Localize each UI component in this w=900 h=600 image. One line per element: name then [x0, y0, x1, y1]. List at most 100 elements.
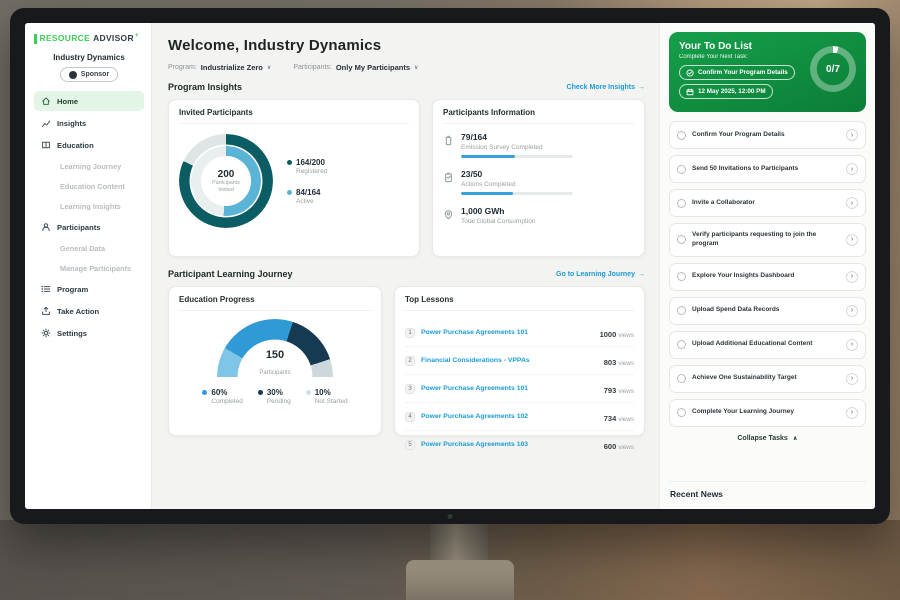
lesson-link[interactable]: Power Purchase Agreements 101 [421, 329, 529, 336]
task-checkbox[interactable] [677, 272, 686, 282]
check-circle-icon [686, 68, 694, 77]
gauge-center: 150 Participants [217, 350, 333, 379]
section-title: Participant Learning Journey [168, 269, 293, 279]
sidebar-item-education-content[interactable]: Education Content [34, 177, 144, 195]
sidebar-item-take-action[interactable]: Take Action [34, 301, 144, 321]
monitor-logo-dot [447, 514, 453, 519]
lesson-link[interactable]: Power Purchase Agreements 101 [421, 385, 529, 392]
chevron-right-icon[interactable]: › [846, 129, 858, 141]
progress-ring-arc [810, 46, 856, 92]
lesson-rank: 3 [405, 383, 415, 394]
lesson-link[interactable]: Power Purchase Agreements 103 [421, 441, 529, 448]
card-title: Participants Information [443, 108, 634, 124]
sidebar-item-label: Education Content [60, 181, 125, 191]
sidebar-item-label: Take Action [57, 306, 100, 316]
task-item[interactable]: Complete Your Learning Journey › [669, 398, 866, 427]
top-lessons-card: Top Lessons 1 Power Purchase Agreements … [394, 286, 645, 451]
donut-center-value: 200 [217, 168, 235, 180]
collapse-tasks-button[interactable]: Collapse Tasks ∧ [669, 433, 866, 449]
sidebar-item-label: Program [57, 284, 89, 294]
task-item[interactable]: Achieve One Sustainability Target › [669, 364, 866, 393]
next-task-pill[interactable]: Confirm Your Program Details [679, 65, 795, 80]
card-title: Invited Participants [179, 108, 409, 124]
lesson-views: 793 views [603, 385, 634, 395]
todo-panel: Your To Do List Complete Your Next Task:… [659, 23, 875, 509]
task-item[interactable]: Invite a Collaborator › [669, 189, 866, 217]
legend-label: Pending [266, 398, 291, 405]
sidebar-item-learning-journey[interactable]: Learning Journey [34, 157, 144, 175]
stat-value: 23/50 [461, 169, 483, 179]
stat-label: Total Global Consumption [461, 218, 536, 225]
legend-item: 164/200 Registered [287, 158, 327, 175]
program-insights-section-header: Program Insights Check More Insights → [168, 82, 645, 92]
filter-bar: Program: Industrialize Zero ∨ Participan… [168, 63, 645, 72]
task-checkbox[interactable] [677, 235, 686, 245]
collapse-label: Collapse Tasks [737, 434, 788, 442]
chevron-right-icon[interactable]: › [846, 233, 858, 246]
sidebar-item-manage-participants[interactable]: Manage Participants [34, 259, 144, 277]
stat-global-consumption: 1,000 GWh Total Global Consumption [443, 206, 634, 229]
sidebar-item-education[interactable]: Education [34, 135, 144, 155]
legend-dot-active [287, 189, 292, 195]
sidebar-item-general-data[interactable]: General Data [34, 239, 144, 257]
donut-legend: 164/200 Registered 84/164 Active [287, 158, 327, 205]
go-to-learning-journey-link[interactable]: Go to Learning Journey → [556, 271, 645, 278]
sidebar-item-program[interactable]: Program [34, 279, 144, 299]
task-checkbox[interactable] [677, 340, 686, 350]
main-content: Welcome, Industry Dynamics Program: Indu… [152, 23, 659, 509]
lesson-link[interactable]: Financial Considerations - VPPAs [421, 357, 530, 364]
battery-icon [443, 133, 454, 146]
chevron-right-icon[interactable]: › [846, 304, 858, 317]
todo-subtitle: Complete Your Next Task: [679, 54, 748, 60]
legend-label: Active [296, 197, 314, 205]
task-checkbox[interactable] [677, 374, 686, 384]
chevron-right-icon[interactable]: › [846, 163, 858, 175]
stat-label: Actions Completed [461, 181, 516, 188]
due-date-pill: 12 May 2025, 12:00 PM [679, 84, 773, 99]
chevron-up-icon: ∧ [792, 435, 798, 442]
legend-item: 60% Completed [202, 388, 243, 405]
sidebar-item-home[interactable]: Home [34, 91, 144, 111]
task-list: Confirm Your Program Details › Send 50 I… [669, 121, 866, 433]
task-label: Invite a Collaborator [692, 198, 755, 206]
location-pin-icon [443, 207, 454, 220]
chevron-right-icon[interactable]: › [846, 338, 858, 351]
legend-dot-registered [287, 159, 292, 165]
task-item[interactable]: Upload Spend Data Records › [669, 296, 866, 325]
check-more-insights-link[interactable]: Check More Insights → [567, 84, 645, 91]
chevron-right-icon[interactable]: › [846, 270, 858, 283]
sidebar-item-insights[interactable]: Insights [34, 113, 144, 133]
link-label: Check More Insights [566, 83, 635, 91]
sidebar-item-learning-insights[interactable]: Learning Insights [34, 197, 144, 215]
task-item[interactable]: Send 50 Invitations to Participants › [669, 155, 866, 183]
task-label: Achieve One Sustainability Target [692, 374, 797, 382]
clipboard-icon [443, 170, 454, 183]
org-name: Industry Dynamics [53, 53, 125, 62]
task-item[interactable]: Upload Additional Educational Content › [669, 330, 866, 359]
chevron-right-icon[interactable]: › [846, 197, 858, 209]
task-checkbox[interactable] [677, 408, 686, 418]
program-filter-dropdown[interactable]: Program: Industrialize Zero ∨ [168, 63, 271, 72]
insights-cards-row: Invited Participants 200 Participants In… [168, 99, 645, 257]
logo-mark [34, 34, 37, 44]
task-checkbox[interactable] [677, 198, 686, 208]
task-checkbox[interactable] [677, 130, 686, 140]
task-checkbox[interactable] [677, 164, 686, 174]
chevron-right-icon[interactable]: › [846, 406, 858, 419]
sidebar: RESOURCE ADVISOR + Industry Dynamics Spo… [25, 23, 152, 509]
monitor-stand-base [406, 560, 514, 600]
chevron-right-icon[interactable]: › [846, 372, 858, 385]
learning-cards-row: Education Progress 150 Participants 60% … [168, 286, 645, 451]
sidebar-item-settings[interactable]: Settings [34, 323, 144, 343]
task-checkbox[interactable] [677, 306, 686, 316]
progress-bar [461, 192, 573, 195]
lesson-link[interactable]: Power Purchase Agreements 102 [421, 413, 529, 420]
participants-filter-dropdown[interactable]: Participants: Only My Participants ∨ [293, 63, 418, 72]
program-filter-label: Program: [168, 64, 197, 71]
task-item[interactable]: Explore Your Insights Dashboard › [669, 262, 866, 291]
lesson-row: 4 Power Purchase Agreements 102 734 views [405, 403, 634, 431]
task-item[interactable]: Confirm Your Program Details › [669, 121, 866, 149]
legend-dot-not-started [305, 390, 311, 395]
sidebar-item-participants[interactable]: Participants [34, 217, 144, 237]
task-item[interactable]: Verify participants requesting to join t… [669, 223, 866, 257]
